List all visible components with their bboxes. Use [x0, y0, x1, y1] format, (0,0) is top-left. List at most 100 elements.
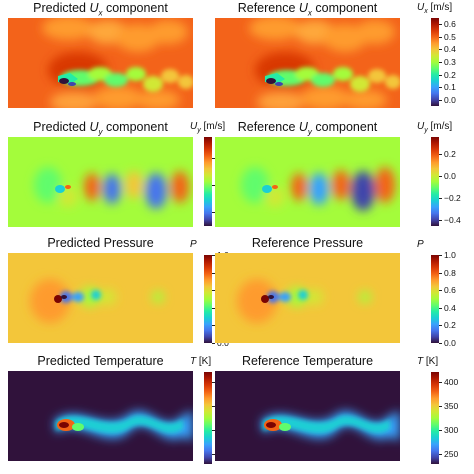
colorbar-tick-label: 0.0: [217, 338, 229, 348]
colorbar-tick-label: 250: [444, 449, 459, 460]
panel-title-ux-predicted: Predicted Ux component: [33, 1, 168, 18]
low-pressure-core: [61, 295, 67, 299]
colorbar-gradient: [204, 255, 212, 343]
colorbar-label: Ux [m/s]: [417, 2, 453, 15]
vortex-blob: [125, 171, 143, 199]
colorbar-tick-mark: [439, 405, 442, 407]
vortex-blob: [309, 173, 329, 205]
colorbar: [431, 372, 439, 464]
hot-core: [266, 422, 276, 428]
colorbar-tick-mark: [439, 220, 442, 222]
colorbar-label: Uy [m/s]: [417, 121, 453, 134]
warm-wake: [72, 423, 84, 431]
colorbar-tick-mark: [439, 325, 442, 327]
wake-blob: [126, 67, 146, 81]
pressure-blob: [359, 291, 371, 303]
colorbar-tick-mark: [439, 454, 442, 456]
colorbar-tick-mark: [212, 272, 215, 274]
recirculation-zone: [65, 185, 71, 189]
colorbar-tick-mark: [212, 454, 215, 456]
colorbar-tick-mark: [439, 307, 442, 309]
stagnation-point: [54, 295, 62, 303]
wake-blob: [385, 75, 400, 89]
colorbar-gradient: [204, 137, 212, 226]
panel-title-p-reference: Reference Pressure: [251, 236, 364, 250]
pressure-blob: [237, 279, 277, 323]
colorbar-gradient: [431, 18, 439, 106]
pressure-blob: [100, 289, 116, 305]
colorbar-tick-label: 0.3: [444, 57, 456, 67]
wake-blob: [104, 73, 128, 87]
colorbar-label: P: [190, 239, 197, 250]
colorbar-tick-label: 0.6: [444, 285, 456, 296]
wake-blob: [143, 76, 163, 92]
flow-blob: [249, 18, 301, 40]
colorbar-gradient: [431, 137, 439, 226]
colorbar-tick-mark: [212, 430, 215, 432]
field-plot-ux-predicted: [8, 18, 193, 108]
recirculation-zone: [275, 82, 283, 86]
flow-blob: [301, 86, 349, 108]
colorbar-tick-mark: [439, 74, 442, 76]
pressure-blob: [30, 279, 70, 323]
colorbar-tick-label: 300: [444, 425, 459, 436]
wake-blob: [350, 76, 370, 92]
colorbar-tick-label: 0.2: [444, 320, 456, 331]
colorbar-tick-label: 0.1: [444, 82, 456, 93]
field-plot-uy-predicted: [8, 137, 193, 227]
colorbar-tick-mark: [439, 62, 442, 63]
low-pressure-core: [268, 295, 274, 299]
wake-blob: [368, 69, 386, 83]
colorbar: [431, 18, 439, 106]
vortex-blob: [332, 170, 350, 200]
flow-blob: [257, 92, 305, 108]
colorbar-gradient: [204, 372, 212, 464]
panel-title-t-reference: Reference Temperature: [241, 354, 374, 368]
warm-wake: [279, 423, 291, 431]
flow-blob: [42, 18, 94, 40]
colorbar-tick-label: −0.2: [444, 193, 461, 204]
wake-blob: [178, 75, 193, 89]
recirculation-zone: [68, 82, 76, 86]
field-plot-ux-reference: [215, 18, 400, 108]
colorbar-tick-mark: [439, 198, 442, 200]
colorbar-tick-label: 1.0: [444, 250, 456, 260]
colorbar-tick-label: 400: [444, 376, 459, 387]
colorbar-tick-mark: [212, 157, 215, 159]
pressure-blob: [72, 292, 84, 302]
colorbar-label: Uy [m/s]: [190, 121, 226, 134]
panel-title-p-predicted: Predicted Pressure: [47, 236, 154, 250]
field-plot-p-reference: [215, 253, 400, 343]
colorbar-tick-mark: [439, 49, 442, 51]
body-obstacle: [266, 78, 276, 84]
colorbar-tick-mark: [212, 405, 215, 407]
colorbar: [204, 372, 212, 464]
flow-blob: [355, 20, 395, 44]
colorbar-tick-mark: [212, 212, 215, 214]
colorbar-tick-mark: [212, 307, 215, 309]
colorbar-tick-mark: [212, 184, 215, 186]
flow-blob: [241, 167, 269, 203]
vortex-blob: [351, 171, 375, 211]
pressure-blob: [152, 291, 164, 303]
flow-blob: [94, 86, 142, 108]
colorbar-tick-label: 0.0: [444, 338, 456, 348]
colorbar: [204, 255, 212, 343]
field-plot-uy-reference: [215, 137, 400, 227]
colorbar-tick-mark: [439, 175, 442, 177]
colorbar-tick-label: 0.8: [444, 267, 456, 278]
thermal-plume-core: [56, 415, 183, 434]
colorbar-tick-mark: [212, 343, 215, 344]
colorbar-tick-label: −0.4: [444, 215, 461, 226]
colorbar-gradient: [431, 255, 439, 343]
colorbar-tick-mark: [439, 343, 442, 344]
colorbar-tick-mark: [439, 290, 442, 292]
flow-blob: [50, 92, 98, 108]
colorbar-tick-mark: [212, 290, 215, 292]
field-plot-t-reference: [215, 371, 400, 461]
colorbar-tick-mark: [439, 153, 442, 155]
wake-blob: [333, 67, 353, 81]
colorbar: [431, 137, 439, 226]
colorbar-tick-mark: [439, 255, 442, 256]
field-plot-p-predicted: [8, 253, 193, 343]
